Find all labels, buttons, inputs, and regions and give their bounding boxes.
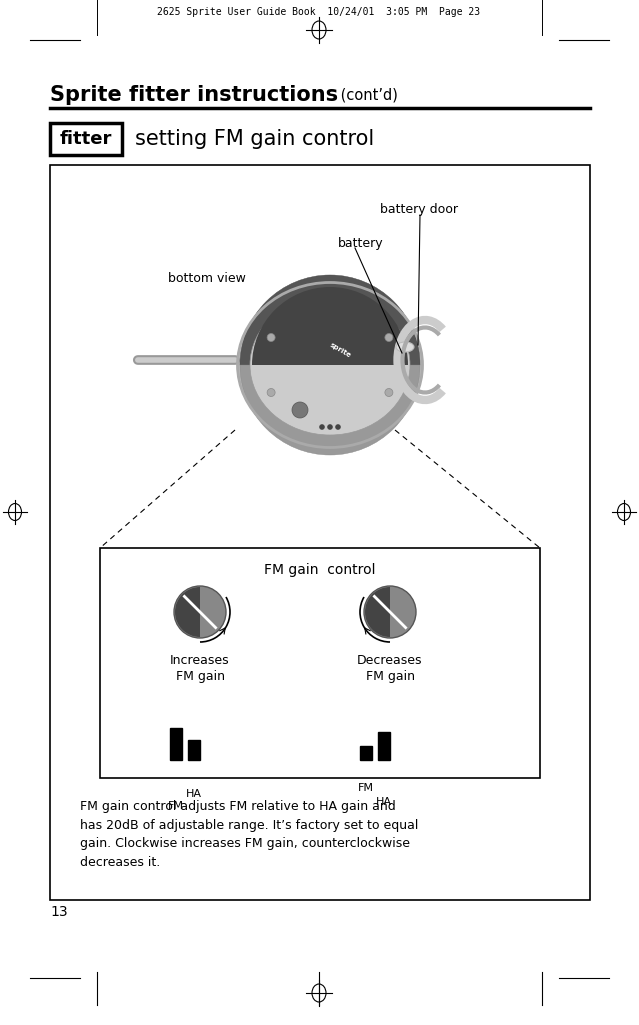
Wedge shape: [175, 587, 200, 637]
Circle shape: [364, 586, 416, 638]
Circle shape: [292, 402, 308, 418]
Text: Decreases
FM gain: Decreases FM gain: [357, 654, 423, 683]
Ellipse shape: [250, 295, 410, 435]
Text: battery: battery: [338, 237, 383, 249]
Text: setting FM gain control: setting FM gain control: [135, 129, 374, 149]
Ellipse shape: [396, 342, 414, 352]
Bar: [50, 165, 590, 900]
Wedge shape: [365, 587, 390, 637]
Bar: [170, 728, 182, 760]
Wedge shape: [240, 365, 420, 455]
Circle shape: [267, 333, 275, 341]
Text: bottom view: bottom view: [168, 272, 246, 285]
Wedge shape: [240, 275, 420, 365]
Text: fitter: fitter: [60, 130, 112, 148]
Text: HA: HA: [186, 789, 202, 800]
Text: HA: HA: [376, 797, 392, 807]
Text: FM gain control adjusts FM relative to HA gain and
has 20dB of adjustable range.: FM gain control adjusts FM relative to H…: [80, 800, 419, 868]
Circle shape: [385, 388, 393, 397]
Circle shape: [335, 424, 341, 429]
Text: 13: 13: [50, 905, 68, 919]
Text: 2625 Sprite User Guide Book  10/24/01  3:05 PM  Page 23: 2625 Sprite User Guide Book 10/24/01 3:0…: [157, 7, 481, 17]
Text: Increases
FM gain: Increases FM gain: [170, 654, 230, 683]
Text: FM gain  control: FM gain control: [265, 563, 376, 577]
Circle shape: [320, 424, 325, 429]
Ellipse shape: [238, 283, 422, 448]
Circle shape: [385, 333, 393, 341]
Bar: [100, 548, 540, 778]
Bar: [378, 732, 390, 760]
Text: battery door: battery door: [380, 204, 458, 216]
Text: sprite: sprite: [328, 341, 351, 359]
Circle shape: [174, 586, 226, 638]
Circle shape: [328, 424, 332, 429]
Text: (cont’d): (cont’d): [336, 87, 398, 102]
Text: Sprite fitter instructions: Sprite fitter instructions: [50, 85, 338, 105]
Bar: [50, 123, 122, 155]
Text: FM: FM: [358, 783, 374, 793]
Text: FM: FM: [168, 801, 184, 811]
Circle shape: [267, 388, 275, 397]
Bar: [360, 746, 372, 760]
Wedge shape: [252, 287, 408, 365]
Bar: [188, 740, 200, 760]
